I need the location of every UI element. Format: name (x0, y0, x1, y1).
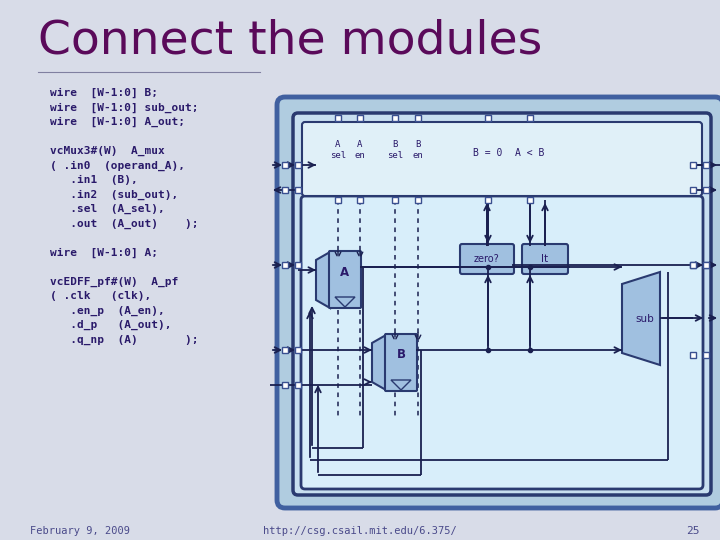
Text: Connect the modules: Connect the modules (38, 18, 542, 63)
Text: ( .in0  (operand_A),: ( .in0 (operand_A), (50, 160, 185, 171)
FancyBboxPatch shape (301, 196, 703, 489)
Bar (357, 197, 363, 203)
Text: vcEDFF_pf#(W)  A_pf: vcEDFF_pf#(W) A_pf (50, 276, 179, 287)
Text: B = 0: B = 0 (473, 148, 503, 158)
Text: .in2  (sub_out),: .in2 (sub_out), (50, 190, 179, 200)
Bar (282, 347, 288, 353)
Bar (690, 262, 696, 268)
Text: zero?: zero? (474, 254, 500, 264)
Polygon shape (622, 272, 660, 365)
Text: A: A (357, 140, 363, 149)
Text: .q_np  (A)       );: .q_np (A) ); (50, 334, 199, 345)
Bar (703, 262, 709, 268)
Text: .sel  (A_sel),: .sel (A_sel), (50, 204, 165, 214)
Text: .d_p   (A_out),: .d_p (A_out), (50, 320, 171, 330)
Bar (282, 162, 288, 168)
Bar (335, 115, 341, 121)
Bar (392, 197, 398, 203)
FancyBboxPatch shape (277, 97, 720, 508)
Text: A < B: A < B (516, 148, 545, 158)
Bar (485, 197, 491, 203)
Bar (282, 187, 288, 193)
Text: sel: sel (330, 151, 346, 160)
FancyBboxPatch shape (385, 334, 417, 391)
Bar (392, 115, 398, 121)
Text: sub: sub (636, 314, 654, 323)
Polygon shape (316, 252, 330, 308)
Text: .en_p  (A_en),: .en_p (A_en), (50, 306, 165, 316)
FancyBboxPatch shape (522, 244, 568, 274)
Bar (703, 352, 709, 358)
FancyBboxPatch shape (302, 122, 702, 196)
Text: wire  [W-1:0] A_out;: wire [W-1:0] A_out; (50, 117, 185, 127)
Bar (295, 162, 301, 168)
Text: lt: lt (541, 254, 549, 264)
Text: wire  [W-1:0] sub_out;: wire [W-1:0] sub_out; (50, 103, 199, 113)
Bar (485, 115, 491, 121)
Bar (295, 262, 301, 268)
Bar (295, 382, 301, 388)
Text: wire  [W-1:0] A;: wire [W-1:0] A; (50, 247, 158, 258)
FancyBboxPatch shape (329, 251, 361, 308)
Bar (703, 162, 709, 168)
Bar (282, 262, 288, 268)
Bar (690, 352, 696, 358)
FancyBboxPatch shape (460, 244, 514, 274)
Text: .in1  (B),: .in1 (B), (50, 175, 138, 185)
Polygon shape (372, 335, 386, 390)
FancyBboxPatch shape (293, 113, 711, 495)
Bar (703, 262, 709, 268)
Text: en: en (355, 151, 365, 160)
Bar (335, 197, 341, 203)
Text: en: en (413, 151, 423, 160)
Text: B: B (415, 140, 420, 149)
Bar (690, 162, 696, 168)
Text: .out  (A_out)    );: .out (A_out) ); (50, 219, 199, 229)
Text: A: A (336, 140, 341, 149)
Text: February 9, 2009: February 9, 2009 (30, 526, 130, 536)
Text: wire  [W-1:0] B;: wire [W-1:0] B; (50, 88, 158, 98)
Text: A: A (341, 266, 350, 279)
Bar (527, 115, 533, 121)
Bar (690, 187, 696, 193)
Text: B: B (392, 140, 397, 149)
Text: vcMux3#(W)  A_mux: vcMux3#(W) A_mux (50, 146, 165, 156)
Text: sel: sel (387, 151, 403, 160)
Bar (295, 187, 301, 193)
Bar (357, 115, 363, 121)
Bar (282, 382, 288, 388)
Bar (690, 262, 696, 268)
Bar (527, 197, 533, 203)
Bar (703, 187, 709, 193)
Text: 25: 25 (686, 526, 700, 536)
Bar (295, 347, 301, 353)
Text: ( .clk   (clk),: ( .clk (clk), (50, 291, 151, 301)
Bar (415, 115, 421, 121)
Text: B: B (397, 348, 405, 361)
Text: http://csg.csail.mit.edu/6.375/: http://csg.csail.mit.edu/6.375/ (263, 526, 457, 536)
Bar (415, 197, 421, 203)
